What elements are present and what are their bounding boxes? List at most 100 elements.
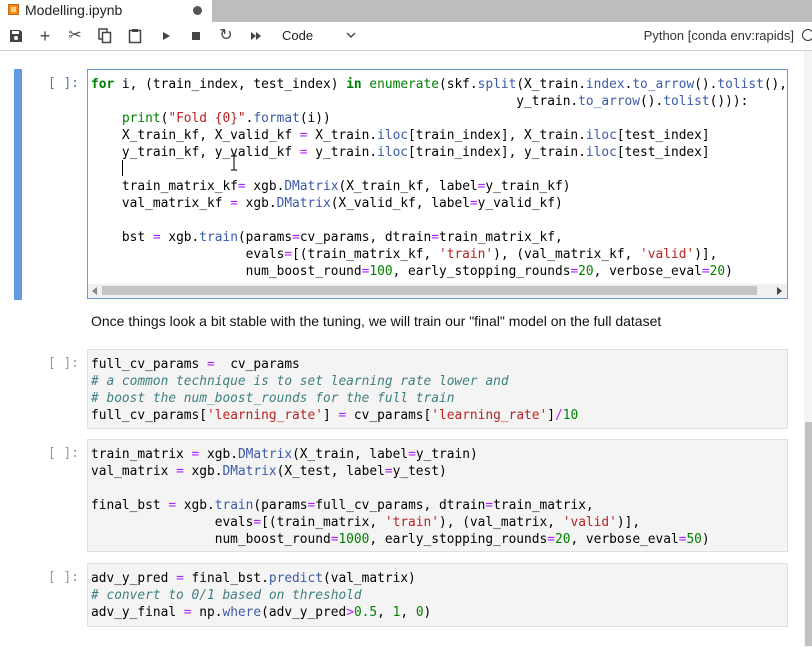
code-token: 20 [578,264,594,279]
code-token: # convert to 0/1 based on threshold [91,588,362,603]
code-line: evals=[(train_matrix_kf, 'train'), (val_… [91,247,718,262]
code-content[interactable]: for i, (train_index, test_index) in enum… [88,70,787,280]
run-all-button[interactable] [247,27,265,45]
code-token: = [570,264,579,279]
code-token: to_arrow [578,94,641,109]
active-cell-indicator[interactable] [14,69,22,300]
code-token: 0 [415,605,424,620]
code-cell-editor[interactable]: train_matrix = xgb.DMatrix(X_train, labe… [87,439,788,552]
code-token: = [678,532,687,547]
code-token: = [485,498,494,513]
code-token: 'valid' [640,247,695,262]
horizontal-scrollbar[interactable] [88,284,787,298]
notebook-toolbar: + ✂ ↻ Code Python [conda env:rapids] [0,22,812,51]
scroll-left-icon[interactable] [92,287,97,295]
cell-prompt: [ ]: [48,76,79,91]
code-line: # convert to 0/1 based on threshold [91,587,787,604]
run-all-icon [251,32,261,40]
code-line: full_cv_params['learning_rate'] = cv_par… [91,408,579,423]
code-token: DMatrix [276,196,331,211]
code-token: format [253,111,300,126]
code-line: val_matrix_kf = xgb.DMatrix(X_valid_kf, … [91,196,563,211]
kernel-status-icon [802,29,812,41]
code-content[interactable]: full_cv_params = cv_params # a common tec… [88,350,787,424]
notebook-icon [8,4,19,15]
code-line: num_boost_round=100, early_stopping_roun… [91,264,733,279]
copy-button[interactable] [96,27,114,45]
code-token: 1000 [338,532,370,547]
code-line: val_matrix = xgb.DMatrix(X_test, label=y… [91,464,447,479]
code-token: > [346,605,354,620]
cut-button[interactable]: ✂ [66,27,84,45]
chevron-down-icon[interactable] [346,31,356,39]
restart-button[interactable]: ↻ [217,27,235,45]
add-cell-icon: + [39,26,51,46]
code-line: final_bst = xgb.train(params=full_cv_par… [91,498,594,513]
cell-prompt: [ ]: [48,356,79,371]
code-content[interactable]: adv_y_pred = final_bst.predict(val_matri… [88,564,787,621]
cell-prompt: [ ]: [48,570,79,585]
code-cell-editor[interactable]: adv_y_pred = final_bst.predict(val_matri… [87,563,788,627]
code-line [91,161,787,178]
paste-icon [128,29,142,44]
code-token: in [346,77,362,92]
code-token: = [183,605,192,620]
code-token: enumerate [369,77,439,92]
save-button[interactable] [7,27,25,45]
code-token: iloc [377,145,409,160]
code-line [91,480,787,497]
code-token: = [152,230,161,245]
code-token: print [121,111,161,126]
code-token: 'valid' [562,515,617,530]
text-cursor [122,160,123,176]
code-token: DMatrix [237,447,293,462]
scrollbar-thumb[interactable] [102,286,757,295]
code-token: = [330,532,339,547]
tab-title: Modelling.ipynb [25,2,123,18]
code-token: where [222,605,262,620]
run-button[interactable] [157,27,175,45]
code-token: = [408,447,416,462]
vertical-scrollbar[interactable] [804,51,812,647]
cell-type-select[interactable]: Code [282,28,314,43]
code-content[interactable]: train_matrix = xgb.DMatrix(X_train, labe… [88,440,787,548]
code-token: iloc [377,128,409,143]
code-cell-editor[interactable]: for i, (train_index, test_index) in enum… [87,69,788,299]
code-token: = [253,515,262,530]
copy-icon [98,28,112,44]
code-line: adv_y_pred = final_bst.predict(val_matri… [91,571,416,586]
code-line: adv_y_final = np.where(adv_y_pred>0.5, 1… [91,605,432,620]
code-token: 'train' [438,247,494,262]
add-cell-button[interactable]: + [36,27,54,45]
code-line: bst = xgb.train(params=cv_params, dtrain… [91,230,563,245]
code-token: split [477,77,517,92]
code-token: iloc [585,145,617,160]
markdown-cell[interactable]: Once things look a bit stable with the t… [91,313,662,329]
code-token: 50 [686,532,702,547]
code-line: print("Fold {0}".format(i)) [121,111,331,126]
code-token: tolist [663,94,710,109]
run-icon [163,32,170,40]
cell-prompt: [ ]: [48,446,79,461]
unsaved-dot-icon[interactable] [193,6,202,15]
stop-button[interactable] [187,27,205,45]
code-token: = [230,196,238,211]
code-token: tolist [717,77,764,92]
scroll-right-icon[interactable] [777,287,782,295]
code-token: = [361,264,370,279]
code-token: / [555,408,563,423]
code-token: 'learning_rate' [207,408,323,423]
kernel-name[interactable]: Python [conda env:rapids] [643,28,794,43]
code-token: 10 [562,408,579,423]
scrollbar-thumb[interactable] [805,422,812,646]
code-cell-editor[interactable]: full_cv_params = cv_params # a common tec… [87,349,788,429]
code-token: = [176,571,184,586]
code-token: # a common technique is to set learning … [91,374,509,389]
code-token: = [701,264,710,279]
code-token: DMatrix [284,179,339,194]
tab-modelling-notebook[interactable]: Modelling.ipynb [0,0,212,22]
save-icon [10,30,22,42]
code-token: train [199,230,238,245]
paste-button[interactable] [126,27,144,45]
code-token: 100 [369,264,393,279]
